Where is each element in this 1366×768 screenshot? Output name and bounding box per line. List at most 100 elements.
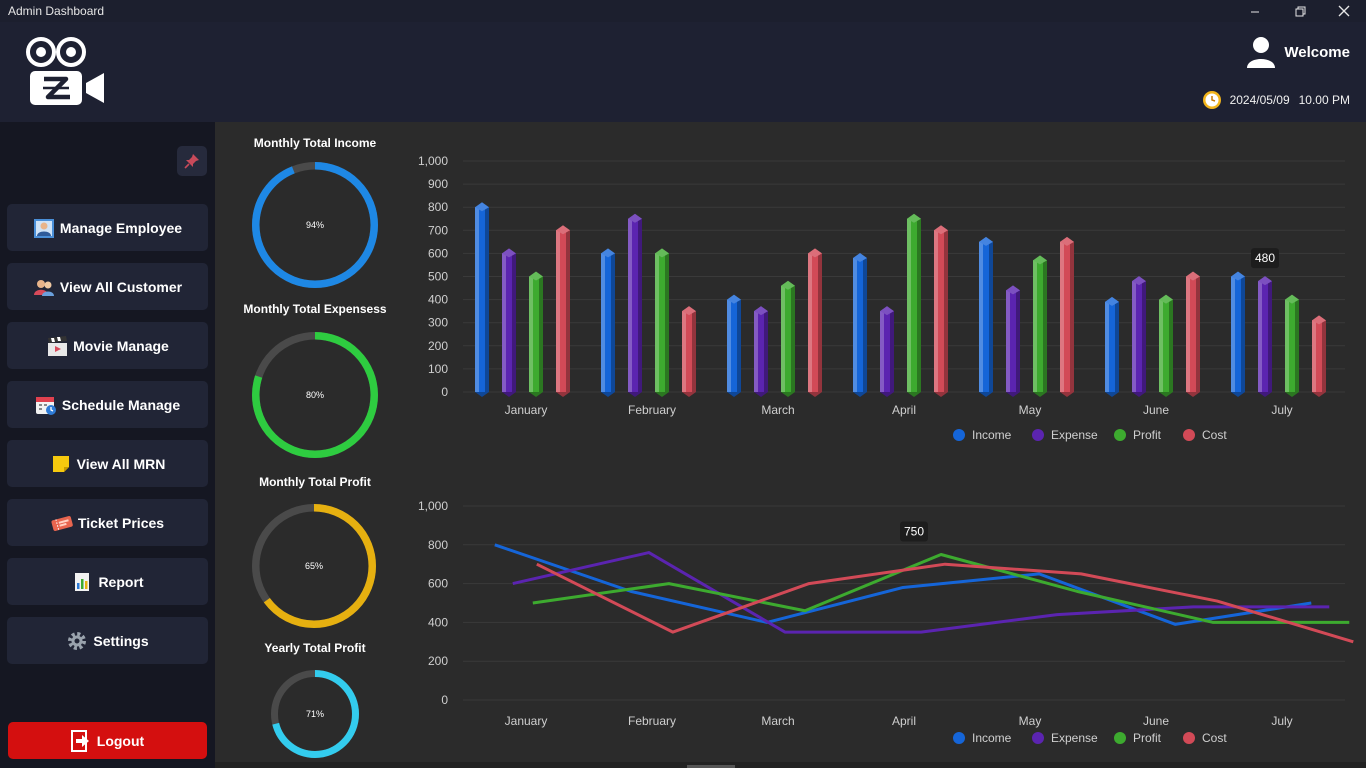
sticky-note-icon — [50, 453, 72, 475]
bar — [880, 306, 894, 397]
user-panel[interactable]: Welcome — [1246, 36, 1350, 68]
sidebar-item-label: View All MRN — [76, 455, 166, 472]
chart-tooltip — [1251, 248, 1279, 269]
sidebar-item-label: Schedule Manage — [61, 396, 181, 413]
legend-label: Cost — [1202, 731, 1227, 745]
bar — [1186, 271, 1200, 397]
bar — [1006, 285, 1020, 397]
dashboard-main: Monthly Total Income Monthly Total Expen… — [215, 122, 1366, 762]
bar — [934, 225, 948, 397]
legend-marker — [1032, 732, 1044, 744]
bar — [1159, 294, 1173, 397]
gauge-title-yearly-profit: Yearly Total Profit — [264, 641, 366, 655]
y-tick-label: 600 — [428, 246, 448, 260]
x-tick-label: April — [892, 403, 916, 417]
gauge-percent: 65% — [304, 561, 323, 571]
series-line — [532, 553, 1350, 624]
bar — [907, 213, 921, 397]
bar — [1105, 296, 1119, 397]
legend-marker — [953, 429, 965, 441]
bar — [1033, 255, 1047, 397]
sidebar-item-manage-employee[interactable]: Manage Employee — [7, 204, 208, 251]
income-gauge: 94% — [251, 161, 379, 289]
employee-icon — [33, 217, 55, 239]
bar — [682, 306, 696, 397]
sidebar-item-schedule-manage[interactable]: Schedule Manage — [7, 381, 208, 428]
x-tick-label: February — [628, 714, 676, 728]
pin-sidebar-button[interactable] — [177, 146, 207, 176]
y-tick-label: 200 — [428, 339, 448, 353]
welcome-text: Welcome — [1284, 43, 1350, 61]
legend-marker — [953, 732, 965, 744]
yearly-profit-gauge: 71% — [270, 669, 360, 759]
app-header: Welcome 2024/05/09 10.00 PM — [0, 22, 1366, 122]
title-bar: Admin Dashboard — [0, 0, 1366, 22]
sidebar-item-movie-manage[interactable]: Movie Manage — [7, 322, 208, 369]
bar — [781, 280, 795, 397]
customer-icon — [33, 276, 55, 298]
y-tick-label: 1,000 — [418, 154, 448, 168]
sidebar-item-label: Settings — [93, 632, 149, 649]
y-tick-label: 700 — [428, 223, 448, 237]
legend-label: Profit — [1133, 428, 1162, 442]
y-tick-label: 400 — [428, 293, 448, 307]
legend-marker — [1183, 429, 1195, 441]
bar — [1285, 294, 1299, 397]
sidebar-item-report[interactable]: Report — [7, 558, 208, 605]
bar — [979, 236, 993, 397]
bar — [1231, 271, 1245, 397]
scrollbar-handle[interactable] — [687, 765, 735, 768]
gear-icon — [66, 630, 88, 652]
legend-item: Profit — [1114, 731, 1162, 745]
legend-label: Cost — [1202, 428, 1227, 442]
legend-label: Expense — [1051, 428, 1098, 442]
tooltip-value: 750 — [904, 525, 924, 539]
sidebar-item-view-all-mrn[interactable]: View All MRN — [7, 440, 208, 487]
horizontal-scrollbar[interactable] — [215, 762, 1366, 768]
sidebar-item-settings[interactable]: Settings — [7, 617, 208, 664]
close-button[interactable] — [1322, 0, 1366, 22]
bar — [529, 271, 543, 397]
bar — [475, 202, 489, 397]
legend-label: Profit — [1133, 731, 1162, 745]
restore-icon — [1295, 6, 1306, 17]
x-tick-label: March — [761, 714, 794, 728]
legend-item: Income — [953, 731, 1012, 745]
legend-item: Income — [953, 428, 1012, 442]
cinema-logo-icon — [26, 37, 104, 105]
chart-tooltip — [900, 521, 928, 542]
x-tick-label: May — [1019, 403, 1042, 417]
sidebar-item-ticket-prices[interactable]: Ticket Prices — [7, 499, 208, 546]
restore-button[interactable] — [1278, 0, 1322, 22]
sidebar-item-label: Manage Employee — [59, 219, 183, 236]
sidebar-item-label: Report — [98, 573, 144, 590]
monthly-bar-chart: 0 100 200 300 400 500 600 700 800 900 1,000 January… — [418, 154, 1345, 442]
expenses-gauge: 80% — [251, 331, 379, 459]
legend-item: Profit — [1114, 428, 1162, 442]
gauge-title-expenses: Monthly Total Expensess — [243, 302, 387, 316]
y-tick-label: 0 — [441, 693, 448, 707]
gauge-percent: 71% — [305, 709, 324, 719]
series-line — [536, 562, 1354, 644]
y-tick-label: 0 — [441, 385, 448, 399]
y-tick-label: 300 — [428, 316, 448, 330]
datetime-display: 2024/05/09 10.00 PM — [1202, 90, 1350, 110]
y-tick-label: 200 — [428, 654, 448, 668]
logout-button[interactable]: Logout — [8, 722, 207, 759]
x-tick-label: July — [1271, 403, 1292, 417]
sidebar-item-label: View All Customer — [59, 278, 183, 295]
clapperboard-icon — [46, 335, 68, 357]
y-tick-label: 800 — [428, 200, 448, 214]
sidebar-item-view-all-customer[interactable]: View All Customer — [7, 263, 208, 310]
y-tick-label: 1,000 — [418, 499, 448, 513]
minimize-button[interactable] — [1233, 0, 1277, 22]
x-tick-label: January — [505, 714, 548, 728]
legend-item: Expense — [1032, 428, 1098, 442]
calendar-icon — [35, 394, 57, 416]
report-icon — [71, 571, 93, 593]
gauge-title-profit: Monthly Total Profit — [259, 475, 371, 489]
bar — [556, 225, 570, 397]
x-tick-label: July — [1271, 714, 1292, 728]
bar — [754, 306, 768, 397]
legend-item: Cost — [1183, 428, 1227, 442]
